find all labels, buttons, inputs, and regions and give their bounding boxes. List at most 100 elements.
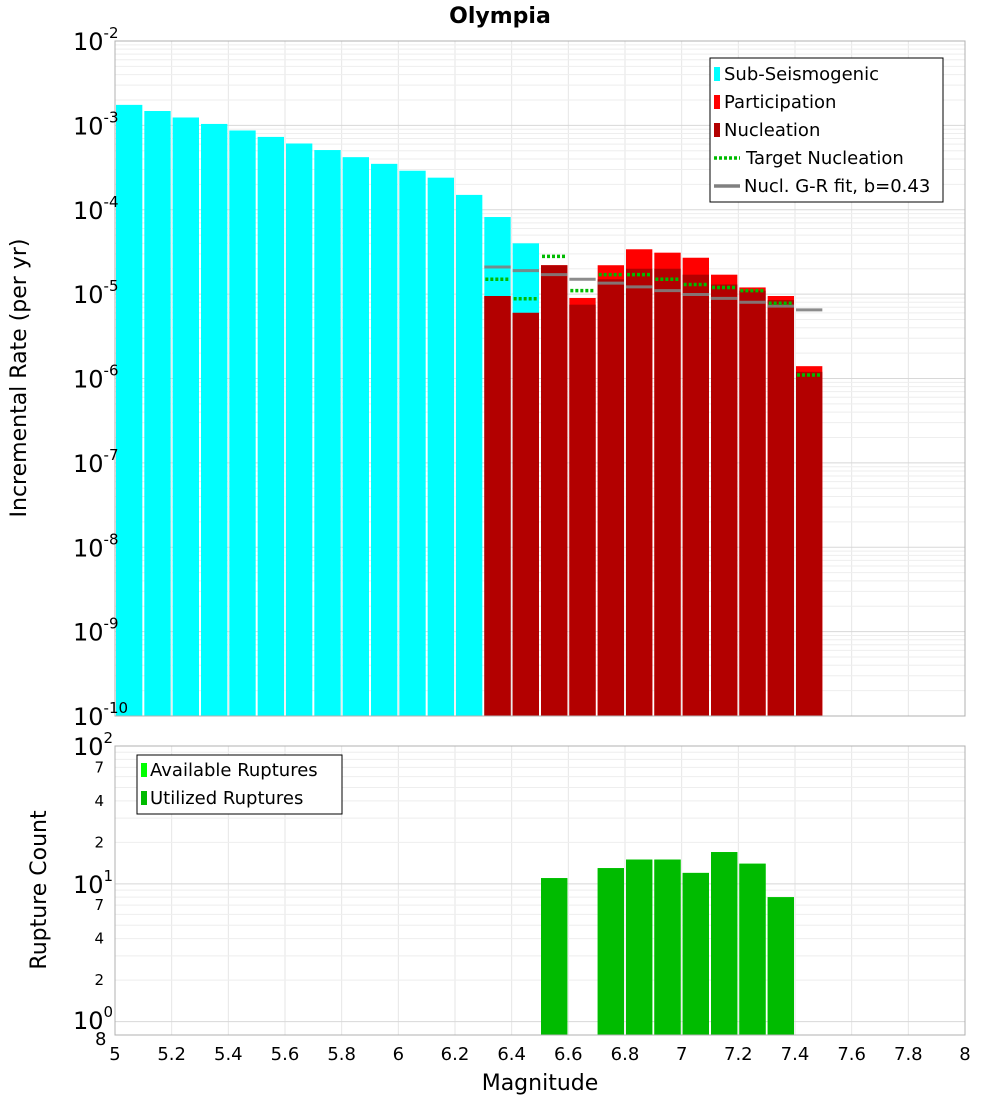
top-grid (114, 41, 966, 717)
x-tick-label: 7.8 (894, 1044, 923, 1065)
utilized-ruptures-bar (541, 878, 568, 1035)
sub-seismogenic-bar (229, 130, 256, 717)
nucleation-bar (541, 265, 568, 716)
legend-swatch-bottom-0 (141, 763, 147, 777)
legend-swatch-1 (714, 95, 720, 109)
utilized-ruptures-bar (711, 852, 738, 1035)
legend-label: Participation (724, 92, 836, 113)
bottom-y-minor-tick-label: 7 (94, 896, 104, 914)
top-plot-frame (114, 40, 966, 717)
bottom-plot-frame (114, 745, 966, 1036)
sub-seismogenic-bar (427, 177, 454, 716)
x-tick-label: 6 (393, 1044, 404, 1065)
nucleation-bar (767, 300, 794, 716)
x-tick-label: 6.6 (554, 1044, 583, 1065)
x-tick-label: 5.2 (157, 1044, 186, 1065)
x-tick-label: 5 (109, 1044, 120, 1065)
top-y-tick-label: 10-7 (73, 446, 119, 478)
bottom-y-minor-tick-label: 2 (94, 971, 104, 989)
bottom-legend-box (136, 754, 343, 815)
bottom-bars (541, 852, 794, 1035)
legend-label: Nucl. G-R fit, b=0.43 (744, 176, 930, 197)
legend-label: Target Nucleation (745, 148, 904, 169)
top-y-tick-label: 10-9 (73, 615, 119, 647)
sub-seismogenic-bar (371, 163, 398, 717)
sub-seismogenic-bar (399, 170, 426, 716)
nucleation-bar (484, 296, 511, 716)
top-y-tick-label: 10-5 (73, 277, 119, 309)
bottom-y-minor-tick-label: 4 (94, 930, 104, 948)
x-tick-label: 7.4 (781, 1044, 810, 1065)
sub-seismogenic-bar (172, 117, 199, 716)
utilized-ruptures-bar (654, 859, 681, 1035)
x-tick-label: 7 (676, 1044, 687, 1065)
bottom-y-minor-tick-label: 2 (94, 833, 104, 851)
x-tick-label: 5.6 (271, 1044, 300, 1065)
target-nucleation-series (485, 254, 822, 377)
nucleation-bar (597, 279, 624, 716)
utilized-ruptures-bar (767, 897, 794, 1035)
bottom-y-tick-suffix: 8 (95, 1029, 106, 1050)
x-axis-label: Magnitude (482, 1071, 599, 1096)
bottom-y-tick-label: 100 (73, 1003, 113, 1035)
nucleation-bar (512, 312, 539, 716)
bottom-y-tick-label: 102 (73, 729, 113, 761)
x-tick-label: 7.2 (724, 1044, 753, 1065)
bottom-y-axis-label: Rupture Count (27, 810, 52, 970)
sub-seismogenic-bar (456, 194, 483, 716)
legend-label: Utilized Ruptures (150, 788, 303, 809)
top-y-axis-label: Incremental Rate (per yr) (7, 239, 32, 518)
gr-fit-series (484, 265, 823, 312)
legend-swatch-0 (714, 67, 720, 81)
x-tick-label: 6.4 (497, 1044, 526, 1065)
top-y-tick-label: 10-4 (73, 193, 119, 225)
top-y-ticks: 10-10 10-9 10-8 10-7 10-6 10-5 10-4 10-3 10-2 (73, 24, 128, 731)
sub-seismogenic-bar (314, 150, 341, 716)
top-legend-box (709, 57, 944, 203)
sub-seismogenic-bar (286, 143, 313, 716)
top-plot: 10-10 10-9 10-8 10-7 10-6 10-5 10-4 10-3 10-2 Sub… (73, 24, 966, 731)
bottom-legend: Available Ruptures Utilized Ruptures (136, 754, 343, 815)
x-tick-label: 6.8 (611, 1044, 640, 1065)
top-y-tick-label: 10-2 (73, 24, 119, 56)
top-legend: Sub-Seismogenic Participation Nucleation Ta… (709, 57, 944, 203)
sub-seismogenic-bar (116, 104, 143, 717)
utilized-ruptures-bar (597, 868, 624, 1035)
utilized-ruptures-bar (626, 859, 653, 1035)
utilized-ruptures-bar (739, 863, 766, 1035)
legend-label: Sub-Seismogenic (724, 64, 879, 85)
x-tick-label: 6.2 (441, 1044, 470, 1065)
x-tick-label: 5.4 (214, 1044, 243, 1065)
sub-seismogenic-bar (342, 157, 369, 717)
nucleation-bar (569, 304, 596, 716)
nucleation-bar (711, 284, 738, 716)
sub-seismogenic-bar (144, 111, 171, 717)
legend-swatch-2 (714, 123, 720, 137)
nucleation-bar (739, 290, 766, 716)
nucleation-bar (796, 371, 823, 716)
x-ticks: 5 5.2 5.4 5.6 5.8 6 6.2 6.4 6.6 6.8 7 7.2 7.4 7.6 7.8 8 (109, 1044, 970, 1065)
utilized-ruptures-bar (682, 872, 709, 1035)
nucleation-bar (626, 268, 653, 716)
chart-title: Olympia (449, 4, 551, 29)
top-y-tick-label: 10-3 (73, 108, 119, 140)
x-tick-label: 8 (959, 1044, 970, 1065)
legend-label: Nucleation (724, 120, 820, 141)
top-y-tick-label: 10-6 (73, 362, 119, 394)
x-tick-label: 5.8 (327, 1044, 356, 1065)
top-y-tick-label: 10-10 (73, 699, 128, 731)
bottom-y-minor-tick-label: 4 (94, 792, 104, 810)
legend-label: Available Ruptures (150, 760, 318, 781)
sub-seismogenic-bar (257, 136, 284, 717)
sub-seismogenic-bar (201, 123, 228, 717)
bottom-y-minor-tick-label: 7 (94, 758, 104, 776)
top-bars (116, 104, 823, 717)
top-y-tick-label: 10-8 (73, 530, 119, 562)
x-tick-label: 7.6 (837, 1044, 866, 1065)
bottom-y-tick-label: 101 (73, 867, 113, 899)
nucleation-bar (682, 274, 709, 716)
nucleation-bar (654, 268, 681, 716)
